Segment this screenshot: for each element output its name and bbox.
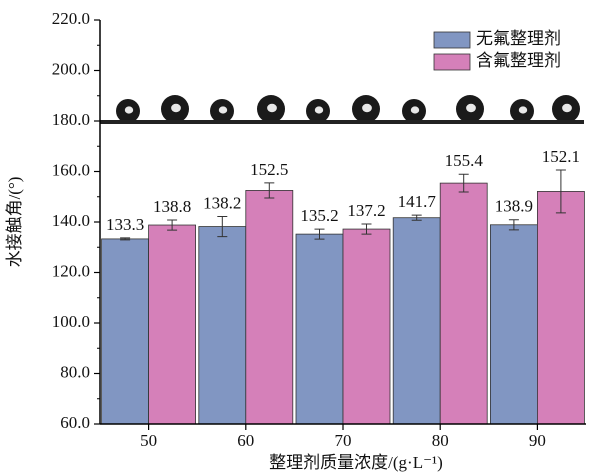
y-tick-label: 160.0	[52, 160, 90, 179]
substrate	[100, 120, 584, 124]
value-label: 152.1	[542, 147, 580, 166]
bar	[296, 234, 343, 424]
bar	[343, 229, 390, 424]
y-tick-label: 80.0	[60, 362, 90, 381]
bar	[246, 190, 293, 424]
y-tick-label: 180.0	[52, 110, 90, 129]
x-axis-label: 整理剂质量浓度/(g·L⁻¹)	[269, 453, 443, 472]
y-tick-label: 100.0	[52, 312, 90, 331]
legend-swatch	[434, 32, 470, 48]
x-tick-label: 60	[237, 431, 254, 450]
x-tick-label: 70	[335, 431, 352, 450]
y-tick-label: 120.0	[52, 261, 90, 280]
droplet-highlight	[315, 106, 323, 113]
bar	[440, 183, 487, 424]
value-label: 155.4	[445, 151, 484, 170]
droplet-highlight	[519, 106, 527, 113]
droplet-highlight	[219, 106, 227, 113]
bar	[490, 225, 537, 424]
droplet-highlight	[171, 104, 181, 112]
x-tick-label: 80	[432, 431, 449, 450]
droplet-highlight	[562, 104, 572, 112]
y-axis-label: 水接触角/(°)	[5, 177, 24, 268]
y-tick-label: 60.0	[60, 413, 90, 432]
legend-swatch	[434, 54, 470, 70]
droplet-highlight	[362, 104, 372, 112]
legend-label: 含氟整理剂	[476, 51, 561, 70]
value-label: 133.3	[106, 215, 144, 234]
bar	[393, 218, 440, 424]
value-label: 141.7	[398, 192, 437, 211]
value-label: 138.9	[495, 197, 533, 216]
droplet-highlight	[267, 104, 277, 112]
chart: 整理剂质量浓度/(g·L⁻¹) 水接触角/(°) 60.0 80.0 100.0 12…	[0, 0, 589, 474]
value-label: 138.2	[203, 193, 241, 212]
bar	[149, 225, 196, 424]
value-label: 137.2	[347, 201, 385, 220]
droplet-highlight	[466, 104, 476, 112]
value-label: 138.8	[153, 197, 191, 216]
bar	[199, 227, 246, 424]
y-tick-label: 200.0	[52, 59, 90, 78]
y-tick-label: 220.0	[52, 9, 90, 28]
legend-label: 无氟整理剂	[476, 29, 561, 48]
bar	[102, 239, 149, 424]
x-tick-label: 50	[140, 431, 157, 450]
value-label: 135.2	[300, 206, 338, 225]
x-tick-label: 90	[529, 431, 546, 450]
value-label: 152.5	[250, 160, 288, 179]
y-tick-label: 140.0	[52, 211, 90, 230]
bar	[537, 191, 584, 424]
droplet-highlight	[411, 106, 419, 113]
droplet-highlight	[125, 106, 133, 113]
